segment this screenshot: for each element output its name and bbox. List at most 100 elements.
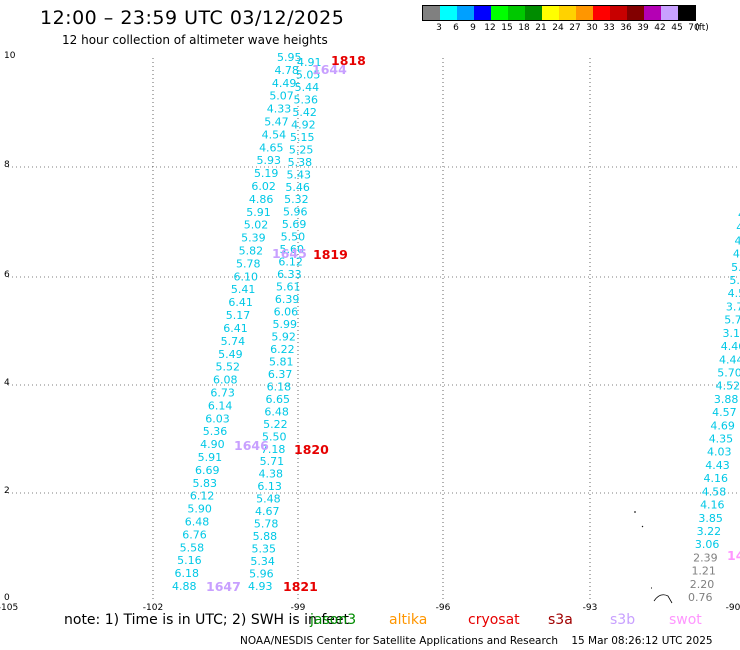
x-tick-label: -105 xyxy=(0,603,18,613)
wave-height-label: 5.52 xyxy=(216,361,241,374)
wave-height-label: 5.46 xyxy=(285,181,310,194)
wave-height-label: 3.88 xyxy=(714,393,739,406)
legend-swatches xyxy=(422,5,696,21)
wave-height-label: 1.21 xyxy=(691,565,716,578)
wave-height-label: 2.39 xyxy=(693,551,718,564)
legend-swatch xyxy=(423,6,440,20)
legend-label: 24 xyxy=(552,23,564,33)
x-tick-label: -96 xyxy=(436,603,451,613)
pass-id-label: 1820 xyxy=(294,442,329,457)
wave-height-label: 5.50 xyxy=(281,231,306,244)
legend-label: 15 xyxy=(501,23,513,33)
wave-height-label: 4.46 xyxy=(721,340,740,353)
legend-swatch xyxy=(457,6,474,20)
wave-height-label: 5.95 xyxy=(277,51,302,64)
footnote: note: 1) Time is in UTC; 2) SWH is in fe… xyxy=(64,612,350,628)
wave-height-label: 4.33 xyxy=(267,103,292,116)
legend-swatch xyxy=(542,6,559,20)
pass-id-label: 14. xyxy=(727,548,740,563)
coastline xyxy=(634,511,673,604)
wave-height-label: 3.14 xyxy=(722,327,740,340)
y-tick-label: 10 xyxy=(4,51,16,61)
wave-height-label: 6.02 xyxy=(251,180,276,193)
wave-height-label: 5.16 xyxy=(177,554,202,567)
wave-height-label: 4.91 xyxy=(297,56,322,69)
wave-height-label: 4.8 xyxy=(733,248,740,261)
wave-height-label: 5.71 xyxy=(260,455,285,468)
legend-swatch xyxy=(678,6,695,20)
legend-swatch xyxy=(627,6,644,20)
pass-id-label: 1819 xyxy=(313,247,348,262)
satellite-legend-item: swot xyxy=(669,612,702,628)
wave-height-label: 4.35 xyxy=(709,433,734,446)
wave-height-label: 5.42 xyxy=(292,106,317,119)
wave-height-label: 5.43 xyxy=(287,168,312,181)
wave-height-label: 6.03 xyxy=(205,412,230,425)
wave-height-label: 5.50 xyxy=(262,430,287,443)
chart-title: 12:00 – 23:59 UTC 03/12/2025 xyxy=(40,7,345,29)
legend-label: 21 xyxy=(535,23,547,33)
legend-unit: (ft) xyxy=(695,23,709,33)
wave-height-label: 5.38 xyxy=(288,156,313,169)
wave-height-label: 5.39 xyxy=(241,232,266,245)
wave-height-label: 5.70 xyxy=(717,366,740,379)
wave-height-label: 5.22 xyxy=(263,418,288,431)
timestamp: 15 Mar 08:26:12 UTC 2025 xyxy=(571,635,713,647)
wave-height-label: 5.17 xyxy=(226,309,251,322)
wave-height-label: 3.22 xyxy=(697,525,722,538)
wave-height-label: 5.35 xyxy=(252,543,277,556)
wave-height-label: 5.91 xyxy=(198,451,223,464)
wave-height-label: 6.37 xyxy=(268,368,293,381)
wave-height-label: 6.65 xyxy=(266,393,291,406)
wave-height-label: 5.96 xyxy=(283,206,308,219)
wave-height-label: 5.96 xyxy=(249,568,274,581)
legend-swatch xyxy=(576,6,593,20)
wave-height-label: 5.48 xyxy=(256,493,281,506)
wave-height-label: 5.41 xyxy=(231,283,256,296)
wave-height-label: 6.48 xyxy=(185,515,210,528)
wave-height-label: 5.47 xyxy=(264,116,289,129)
wave-height-label: 6.41 xyxy=(223,322,248,335)
grid-lines xyxy=(8,58,740,602)
legend-swatch xyxy=(525,6,542,20)
wave-height-label: 4.52 xyxy=(716,380,740,393)
wave-height-label: 5.91 xyxy=(246,206,271,219)
legend-swatch xyxy=(474,6,491,20)
legend-labels: 3 6 9 12 15 18 21 24 27 30 33 36 39 42 45 70 (ft) xyxy=(422,23,709,35)
y-tick-label: 2 xyxy=(4,486,10,496)
wave-height-label: 5.78 xyxy=(254,518,278,531)
wave-height-label: 5.83 xyxy=(192,477,217,490)
wave-height-label: 4.16 xyxy=(704,472,729,485)
wave-height-label: 3.85 xyxy=(698,512,723,525)
wave-height-label: 4.49 xyxy=(272,77,297,90)
wave-height-label: 5.34 xyxy=(250,555,274,568)
wave-height-label: 4.57 xyxy=(712,406,737,419)
wave-height-label: 4.65 xyxy=(259,141,284,154)
wave-height-label: 5.36 xyxy=(203,425,228,438)
axis-tick-labels: -105 -102 -99 -96 -93 -90 0 2 4 6 8 10 xyxy=(0,51,740,613)
wave-height-label: 5.25 xyxy=(289,143,314,156)
credit-line: NOAA/NESDIS Center for Satellite Applica… xyxy=(240,635,713,647)
wave-height-label: 4.88 xyxy=(172,580,197,593)
wave-height-label: 4.78 xyxy=(274,64,299,77)
pass-id-label: 1644 xyxy=(312,62,347,77)
wave-height-label: 4.92 xyxy=(291,118,316,131)
y-tick-label: 8 xyxy=(4,160,10,170)
wave-height-label: 6.73 xyxy=(210,386,235,399)
wave-height-label: 5.82 xyxy=(239,245,264,258)
wave-height-label: 0.76 xyxy=(688,591,713,604)
wave-height-label: 5.88 xyxy=(253,530,278,543)
wave-height-label: 3.70 xyxy=(726,300,740,313)
wave-height-label: 6.48 xyxy=(264,405,289,418)
legend-swatch xyxy=(559,6,576,20)
credit-text: NOAA/NESDIS Center for Satellite Applica… xyxy=(240,635,558,647)
wave-height-label: 6.39 xyxy=(275,293,300,306)
wave-height-label: 5.78 xyxy=(236,257,261,270)
legend-label: 18 xyxy=(518,23,530,33)
wave-height-label: 4.90 xyxy=(200,438,225,451)
wave-height-label: 6.76 xyxy=(182,528,207,541)
satellite-legend-item: s3a xyxy=(548,612,573,628)
wave-height-label: 5.49 xyxy=(218,348,243,361)
